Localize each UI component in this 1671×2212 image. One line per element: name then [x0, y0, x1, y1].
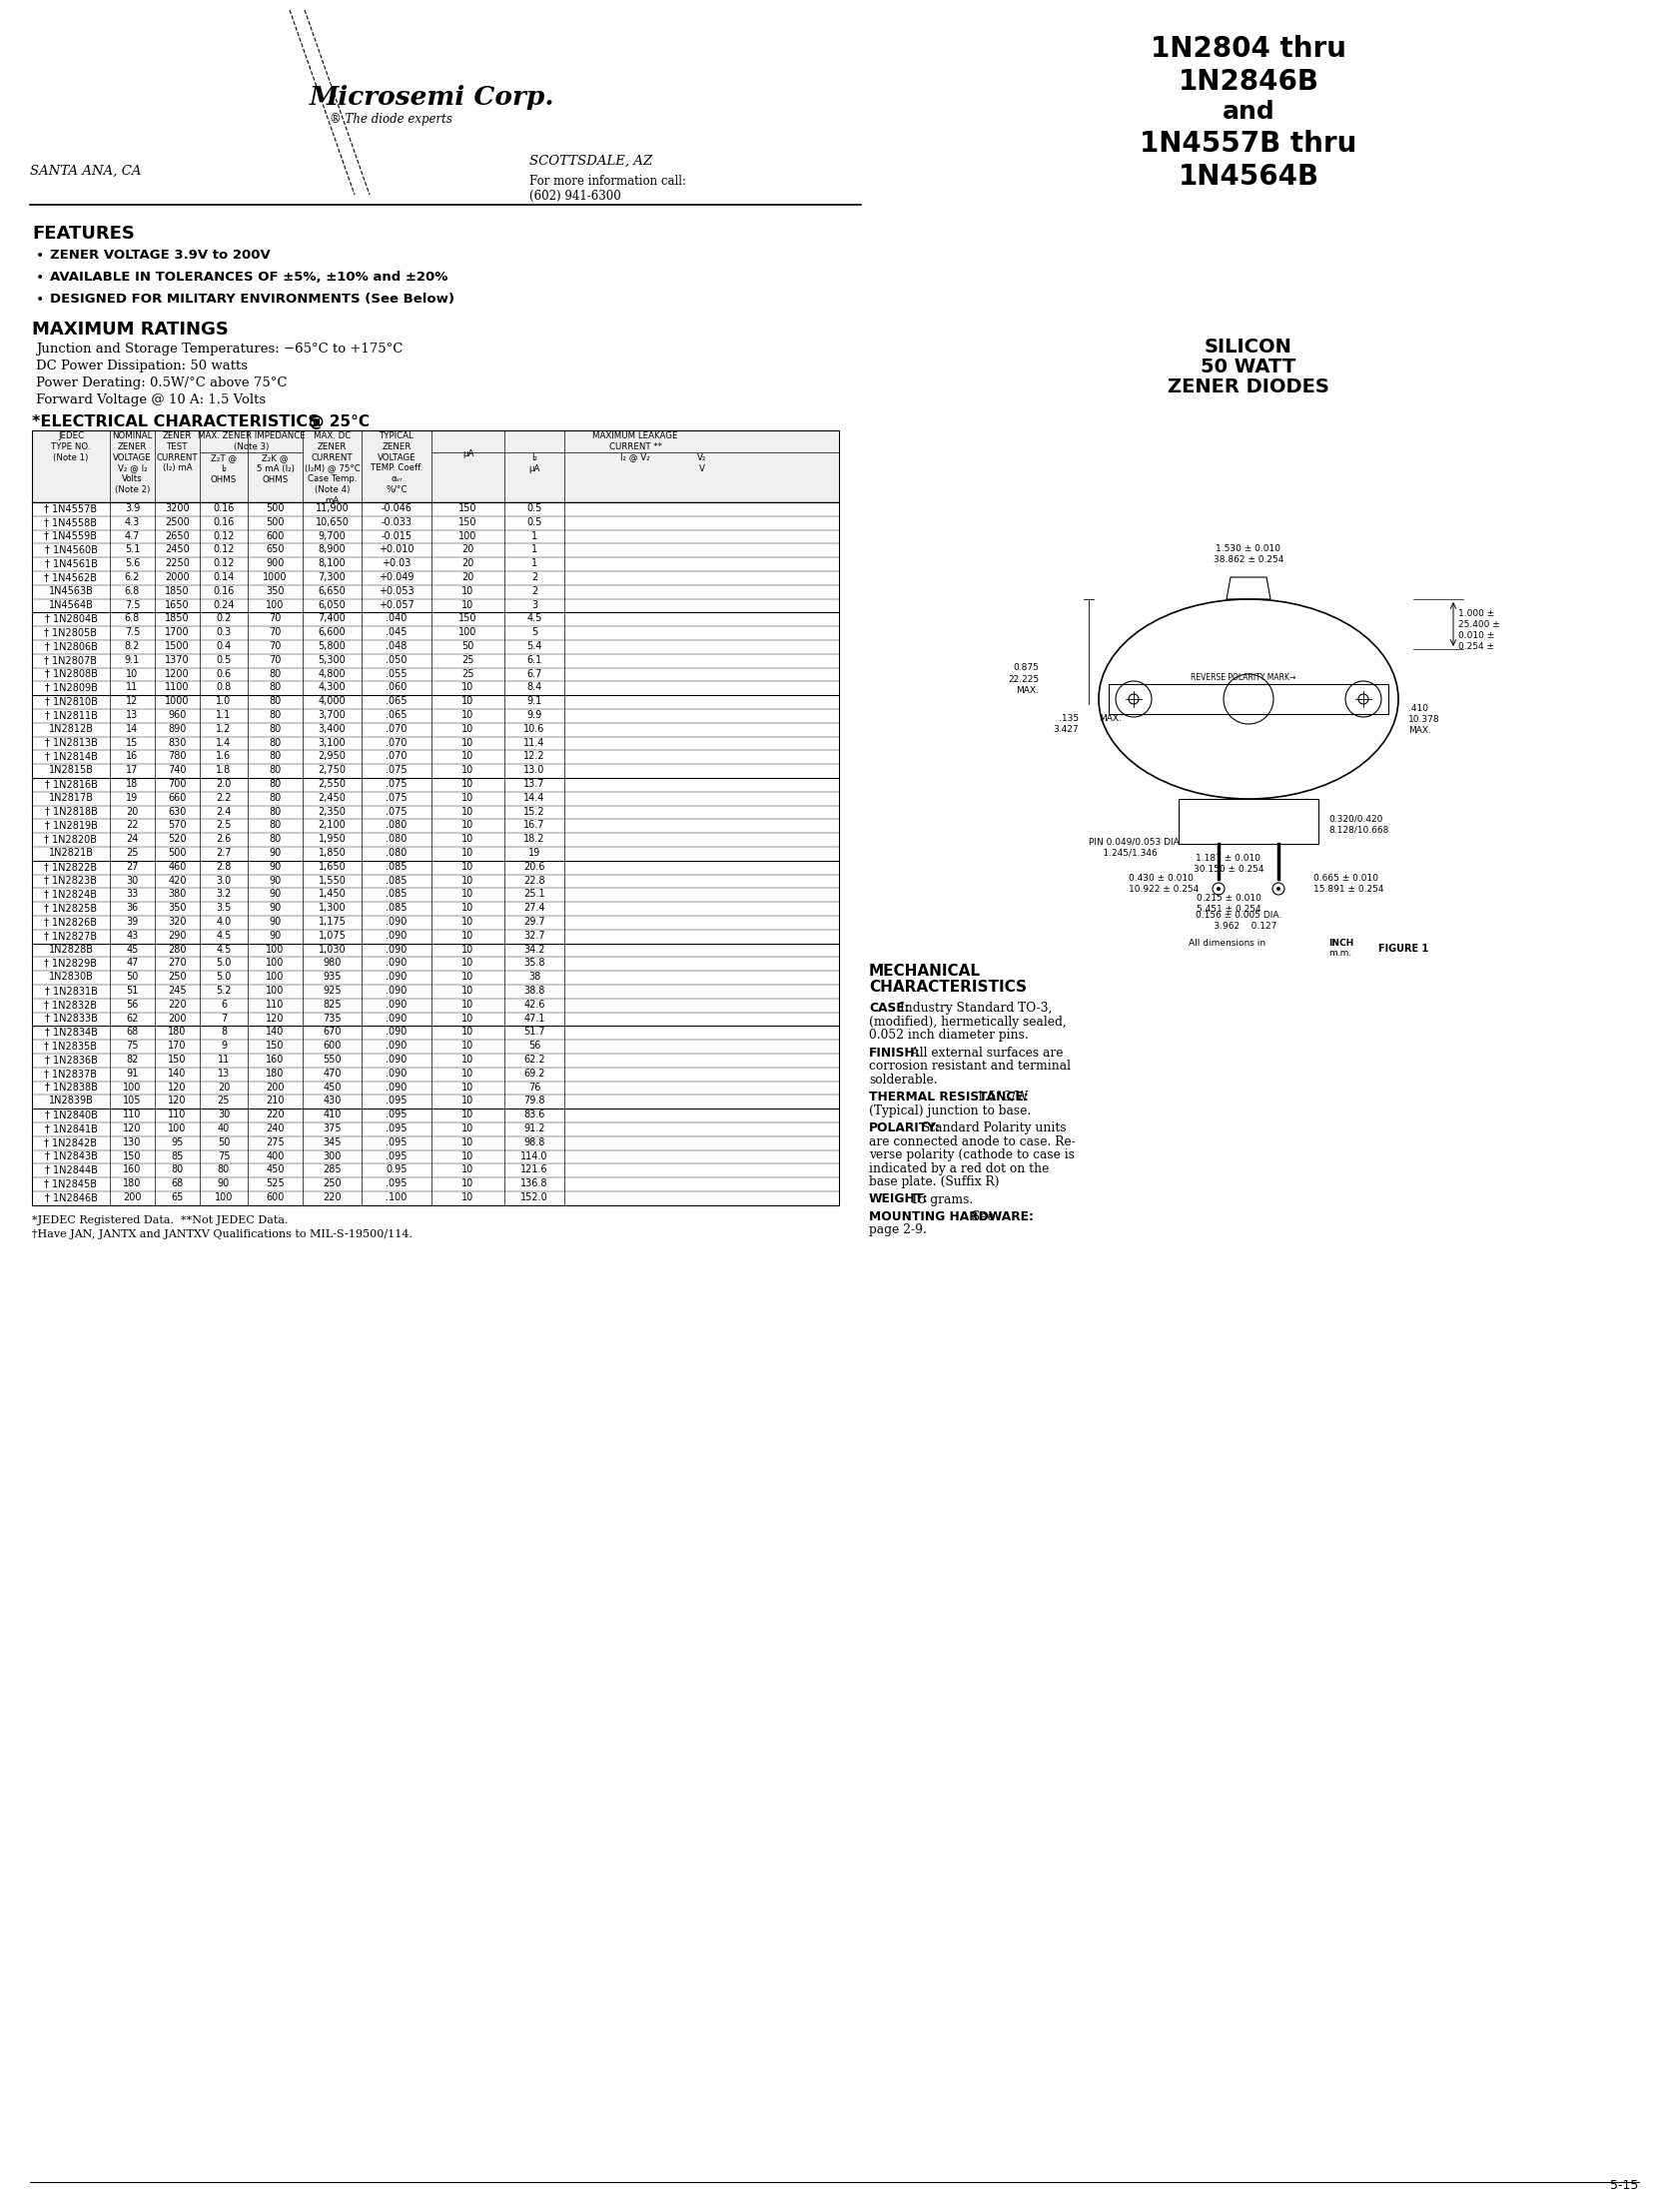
Text: *JEDEC Registered Data.  **Not JEDEC Data.: *JEDEC Registered Data. **Not JEDEC Data… [32, 1214, 287, 1225]
Text: 670: 670 [323, 1026, 341, 1037]
Text: 1,030: 1,030 [317, 945, 346, 953]
Text: 14: 14 [125, 723, 139, 734]
Text: 70: 70 [269, 613, 281, 624]
Text: 2,450: 2,450 [317, 792, 346, 803]
Text: † 1N2808B: † 1N2808B [45, 668, 97, 679]
Text: .085: .085 [386, 889, 408, 898]
Text: 80: 80 [269, 834, 281, 845]
Text: 90: 90 [269, 916, 281, 927]
Text: page 2-9.: page 2-9. [869, 1223, 926, 1237]
Text: TYPICAL
ZENER
VOLTAGE
TEMP. Coeff.
αᵥᵣ
%/°C: TYPICAL ZENER VOLTAGE TEMP. Coeff. αᵥᵣ %… [371, 431, 423, 493]
Text: 120: 120 [169, 1095, 187, 1106]
Text: † 1N2804B: † 1N2804B [45, 613, 97, 624]
Text: All dimensions in: All dimensions in [1188, 938, 1265, 947]
Text: 10: 10 [461, 765, 475, 774]
Text: 13.0: 13.0 [523, 765, 545, 774]
Text: indicated by a red dot on the: indicated by a red dot on the [869, 1161, 1048, 1175]
Text: .090: .090 [386, 971, 408, 982]
Text: 250: 250 [323, 1179, 341, 1188]
Text: 140: 140 [169, 1068, 187, 1077]
Text: † 1N4558B: † 1N4558B [45, 518, 97, 526]
Text: 62: 62 [125, 1013, 139, 1024]
Text: 121.6: 121.6 [520, 1166, 548, 1175]
Text: 10: 10 [461, 1082, 475, 1093]
Text: 740: 740 [169, 765, 187, 774]
Text: 50: 50 [125, 971, 139, 982]
Text: 1,450: 1,450 [317, 889, 346, 898]
Text: 10: 10 [461, 1192, 475, 1203]
Text: 600: 600 [323, 1040, 341, 1051]
Text: Forward Voltage @ 10 A: 1.5 Volts: Forward Voltage @ 10 A: 1.5 Volts [37, 394, 266, 407]
Text: .095: .095 [386, 1110, 408, 1119]
Text: .055: .055 [386, 668, 408, 679]
Text: 830: 830 [169, 737, 187, 748]
Text: 10: 10 [125, 668, 139, 679]
Text: 2.6: 2.6 [216, 834, 231, 845]
Text: 120: 120 [124, 1124, 142, 1133]
Text: 85: 85 [170, 1150, 184, 1161]
Text: 43: 43 [125, 931, 139, 940]
Text: 1.5°C/W: 1.5°C/W [973, 1091, 1028, 1104]
Text: † 1N2835B: † 1N2835B [45, 1040, 97, 1051]
Text: .048: .048 [386, 641, 408, 650]
Text: MAXIMUM RATINGS: MAXIMUM RATINGS [32, 321, 229, 338]
Text: 105: 105 [124, 1095, 142, 1106]
Text: 10: 10 [461, 916, 475, 927]
Text: †Have JAN, JANTX and JANTXV Qualifications to MIL-S-19500/114.: †Have JAN, JANTX and JANTXV Qualificatio… [32, 1230, 413, 1239]
Text: Z₂K @
5 mA (I₂)
OHMS: Z₂K @ 5 mA (I₂) OHMS [256, 453, 294, 484]
Text: .045: .045 [386, 628, 408, 637]
Text: SCOTTSDALE, AZ: SCOTTSDALE, AZ [530, 155, 652, 168]
Text: 10: 10 [461, 1150, 475, 1161]
Text: 50: 50 [217, 1137, 231, 1148]
Text: 3.2: 3.2 [216, 889, 231, 898]
Text: 25: 25 [461, 655, 475, 666]
Text: 2.8: 2.8 [216, 860, 231, 872]
Text: V₂
V: V₂ V [697, 453, 705, 473]
Text: FEATURES: FEATURES [32, 226, 135, 243]
Text: 10: 10 [461, 847, 475, 858]
Text: .060: .060 [386, 681, 408, 692]
Text: 91.2: 91.2 [523, 1124, 545, 1133]
Text: 90: 90 [269, 902, 281, 914]
Text: 1650: 1650 [165, 599, 189, 611]
Text: 12: 12 [125, 697, 139, 706]
Text: 136.8: 136.8 [520, 1179, 548, 1188]
Text: 10: 10 [461, 807, 475, 816]
Text: 1.187 ± 0.010
30.150 ± 0.254: 1.187 ± 0.010 30.150 ± 0.254 [1193, 854, 1263, 874]
Text: 1N2815B: 1N2815B [48, 765, 94, 774]
Bar [1178, 799, 1318, 843]
Text: 2,350: 2,350 [317, 807, 346, 816]
Text: 9.1: 9.1 [125, 655, 140, 666]
Text: 0.052 inch diameter pins.: 0.052 inch diameter pins. [869, 1029, 1028, 1042]
Text: 520: 520 [167, 834, 187, 845]
Text: 11.4: 11.4 [523, 737, 545, 748]
Text: 12.2: 12.2 [523, 752, 545, 761]
Text: 0.320/0.420
8.128/10.668: 0.320/0.420 8.128/10.668 [1328, 814, 1389, 834]
Text: 10.6: 10.6 [523, 723, 545, 734]
Text: verse polarity (cathode to case is: verse polarity (cathode to case is [869, 1148, 1074, 1161]
Text: 2,100: 2,100 [317, 821, 346, 830]
Text: and: and [1222, 100, 1273, 124]
Text: 700: 700 [169, 779, 187, 790]
Text: 13.7: 13.7 [523, 779, 545, 790]
Text: 10: 10 [461, 1166, 475, 1175]
Text: 450: 450 [323, 1082, 341, 1093]
Text: 0.156 ± 0.005 DIA.
     3.962    0.127: 0.156 ± 0.005 DIA. 3.962 0.127 [1195, 911, 1282, 931]
Text: 100: 100 [266, 971, 284, 982]
Text: 0.14: 0.14 [212, 573, 234, 582]
Text: 10: 10 [461, 792, 475, 803]
Text: 1100: 1100 [165, 681, 189, 692]
Text: 2650: 2650 [165, 531, 189, 540]
Text: 90: 90 [217, 1179, 229, 1188]
Text: 6: 6 [221, 1000, 227, 1009]
Text: † 1N2837B: † 1N2837B [45, 1068, 97, 1077]
Text: @ 25°C: @ 25°C [304, 414, 369, 429]
Text: 1: 1 [531, 557, 536, 568]
Text: +0.057: +0.057 [378, 599, 414, 611]
Text: † 1N2834B: † 1N2834B [45, 1026, 97, 1037]
Text: MAX. DC
ZENER
CURRENT
(I₂M) @ 75°C
Case Temp.
(Note 4)
mA: MAX. DC ZENER CURRENT (I₂M) @ 75°C Case … [304, 431, 359, 504]
Text: 6.2: 6.2 [125, 573, 140, 582]
Text: 0.3: 0.3 [216, 628, 231, 637]
Text: 36: 36 [125, 902, 139, 914]
Circle shape [1216, 887, 1220, 891]
